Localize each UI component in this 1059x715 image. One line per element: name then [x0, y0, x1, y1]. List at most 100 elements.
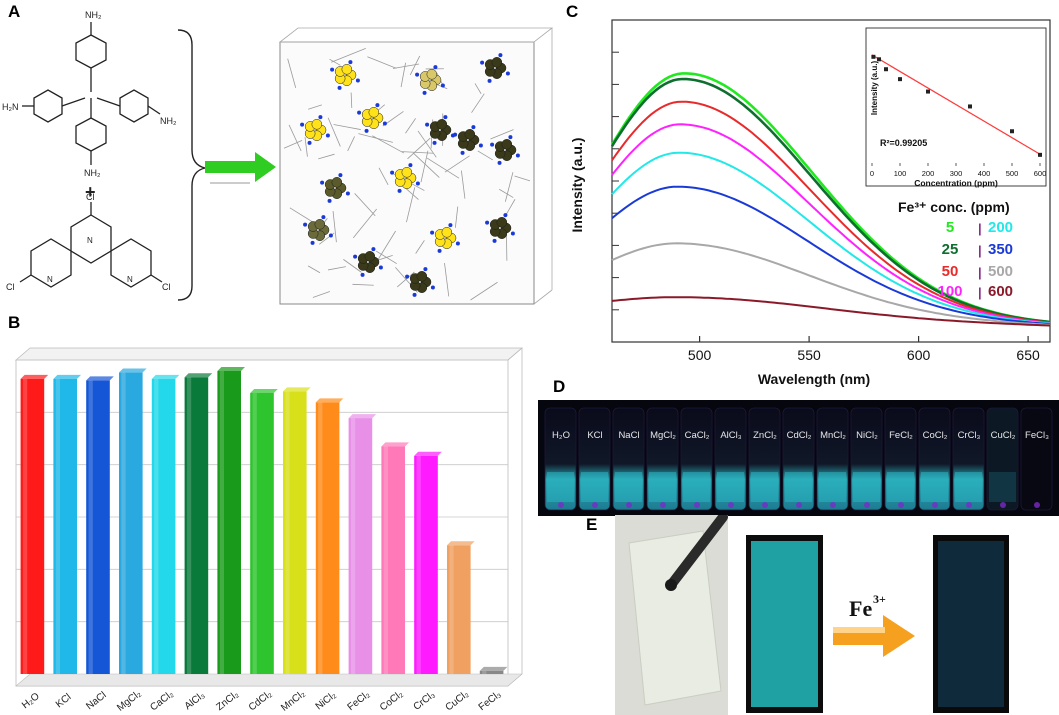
framework-strut — [318, 153, 335, 160]
ring-nitrogen-label: N — [87, 236, 93, 245]
inset-points — [871, 54, 1042, 157]
panel-b-bar-chart: H₂O KCl NaCl MgCl₂ CaCl₂ AlCl₃ ZnCl₂ CdCl₂ MnCl₂… — [14, 347, 524, 714]
framework-strut — [499, 188, 514, 198]
legend-entry-350: 350 — [988, 241, 1013, 258]
spectra-x-ticks: 500 550 600 650 — [688, 336, 1040, 363]
framework-strut — [352, 283, 374, 286]
vial-label: FeCl₂ — [889, 430, 913, 441]
spectrum-line-50 — [611, 100, 1051, 324]
bar-category-label: MnCl₂ — [279, 688, 307, 713]
reaction-arrow — [205, 152, 276, 184]
vial-12: CrCl₃ — [952, 407, 985, 511]
framework-strut — [308, 104, 322, 110]
vial-3: MgCl₂ — [646, 407, 679, 511]
framework-strut — [470, 281, 498, 301]
inset-x-tick-label: 200 — [922, 169, 935, 178]
bar-category-label: CdCl₂ — [247, 689, 274, 714]
spectrum-line-500 — [611, 242, 1051, 326]
framework-strut — [378, 167, 389, 186]
inset-y-label: Intensity (a.u.) — [870, 61, 879, 116]
vial-label: CuCl₂ — [991, 430, 1016, 441]
plus-sign: + — [85, 182, 96, 202]
bar-9 — [315, 398, 344, 674]
bar-category-label: NiCl₂ — [314, 690, 339, 713]
framework-strut — [444, 155, 470, 173]
inset-x-ticks: 0 100 200 300 400 500 600 — [870, 163, 1046, 178]
framework-strut — [477, 150, 493, 161]
framework-strut — [444, 262, 450, 297]
framework-cluster — [415, 65, 445, 95]
framework-strut — [358, 133, 393, 143]
bar-category-label: NaCl — [84, 690, 108, 712]
framework-strut — [471, 93, 485, 113]
bar-5 — [184, 373, 213, 674]
inset-frame — [865, 27, 1047, 187]
inset-x-tick-label: 600 — [1034, 169, 1047, 178]
framework-strut — [288, 124, 302, 152]
bar-8 — [282, 387, 311, 674]
bar-category-label: CuCl₂ — [444, 689, 471, 714]
framework-strut — [504, 172, 514, 202]
inset-point — [1038, 152, 1042, 157]
panel-a-scheme: NH₂ H₂N NH₂ NH₂ + Cl Cl Cl N N N — [2, 10, 554, 305]
framework-cluster — [480, 53, 510, 83]
inset-x-tick-label: 500 — [1006, 169, 1019, 178]
legend-entry-600: 600 — [988, 283, 1013, 300]
framework-strut — [415, 240, 425, 254]
framework-cluster — [453, 125, 483, 155]
tetraamine-molecule — [22, 22, 161, 165]
legend-divider: | — [978, 243, 982, 258]
bar-category-label: FeCl₃ — [477, 689, 504, 713]
vial-10: FeCl₂ — [884, 407, 917, 511]
framework-cluster — [357, 103, 387, 133]
inset-x-tick-label: 0 — [870, 169, 874, 178]
vial-label: MnCl₂ — [820, 430, 846, 441]
x-axis-label: Wavelength (nm) — [758, 371, 870, 387]
framework-strut — [329, 58, 341, 66]
bar-category-label: CaCl₂ — [148, 689, 175, 714]
bar-4 — [151, 374, 180, 674]
framework-strut — [454, 206, 459, 228]
bar-category-label: AlCl₃ — [183, 690, 207, 712]
legend-entry-5: 5 — [946, 219, 954, 236]
panel-d-vials-photo: H₂O KCl NaCl MgCl₂ CaCl₂ AlCl₃ ZnCl₂ CdCl₂ MnCl₂… — [538, 400, 1059, 516]
framework-cluster — [490, 135, 520, 165]
framework-strut — [404, 187, 419, 200]
legend-entry-100: 100 — [937, 283, 962, 300]
ring-nitrogen-label: N — [127, 275, 133, 284]
bar-7 — [250, 388, 278, 674]
bar-12 — [414, 451, 442, 674]
framework-strut — [347, 136, 355, 152]
framework-cluster — [353, 247, 383, 277]
framework-strut — [350, 92, 353, 109]
spectrum-line-600 — [611, 296, 1051, 327]
bar-1 — [53, 374, 82, 674]
panel-label-a: A — [8, 2, 21, 21]
legend-entry-500: 500 — [988, 263, 1013, 280]
framework-strut — [327, 266, 346, 271]
framework-strut — [367, 56, 397, 69]
vial-8: MnCl₂ — [816, 407, 849, 511]
bar-category-label: H₂O — [20, 691, 42, 711]
inset-x-tick-label: 100 — [894, 169, 907, 178]
vial-label: NiCl₂ — [856, 430, 878, 441]
film-quenched — [938, 541, 1004, 707]
framework-strut — [514, 175, 531, 182]
vial-label: CrCl₃ — [958, 430, 981, 441]
spectrum-line-200 — [611, 151, 1051, 325]
spectra-y-ticks — [612, 19, 619, 343]
framework-strut — [352, 208, 377, 239]
inset-point — [884, 67, 888, 72]
vial-11: CoCl₂ — [918, 407, 951, 511]
inset-x-label: Concentration (ppm) — [914, 178, 998, 188]
framework-strut — [407, 137, 431, 160]
y-axis-label: Intensity (a.u.) — [569, 138, 585, 233]
inset-fit-line — [871, 54, 1041, 155]
bar-13 — [446, 541, 475, 674]
framework-strut — [406, 187, 416, 223]
film-uv-fluorescent — [751, 541, 818, 707]
vial-2: NaCl — [612, 407, 645, 511]
bar-6 — [217, 366, 246, 674]
vial-label: CaCl₂ — [685, 430, 710, 441]
bar-3 — [118, 368, 147, 674]
